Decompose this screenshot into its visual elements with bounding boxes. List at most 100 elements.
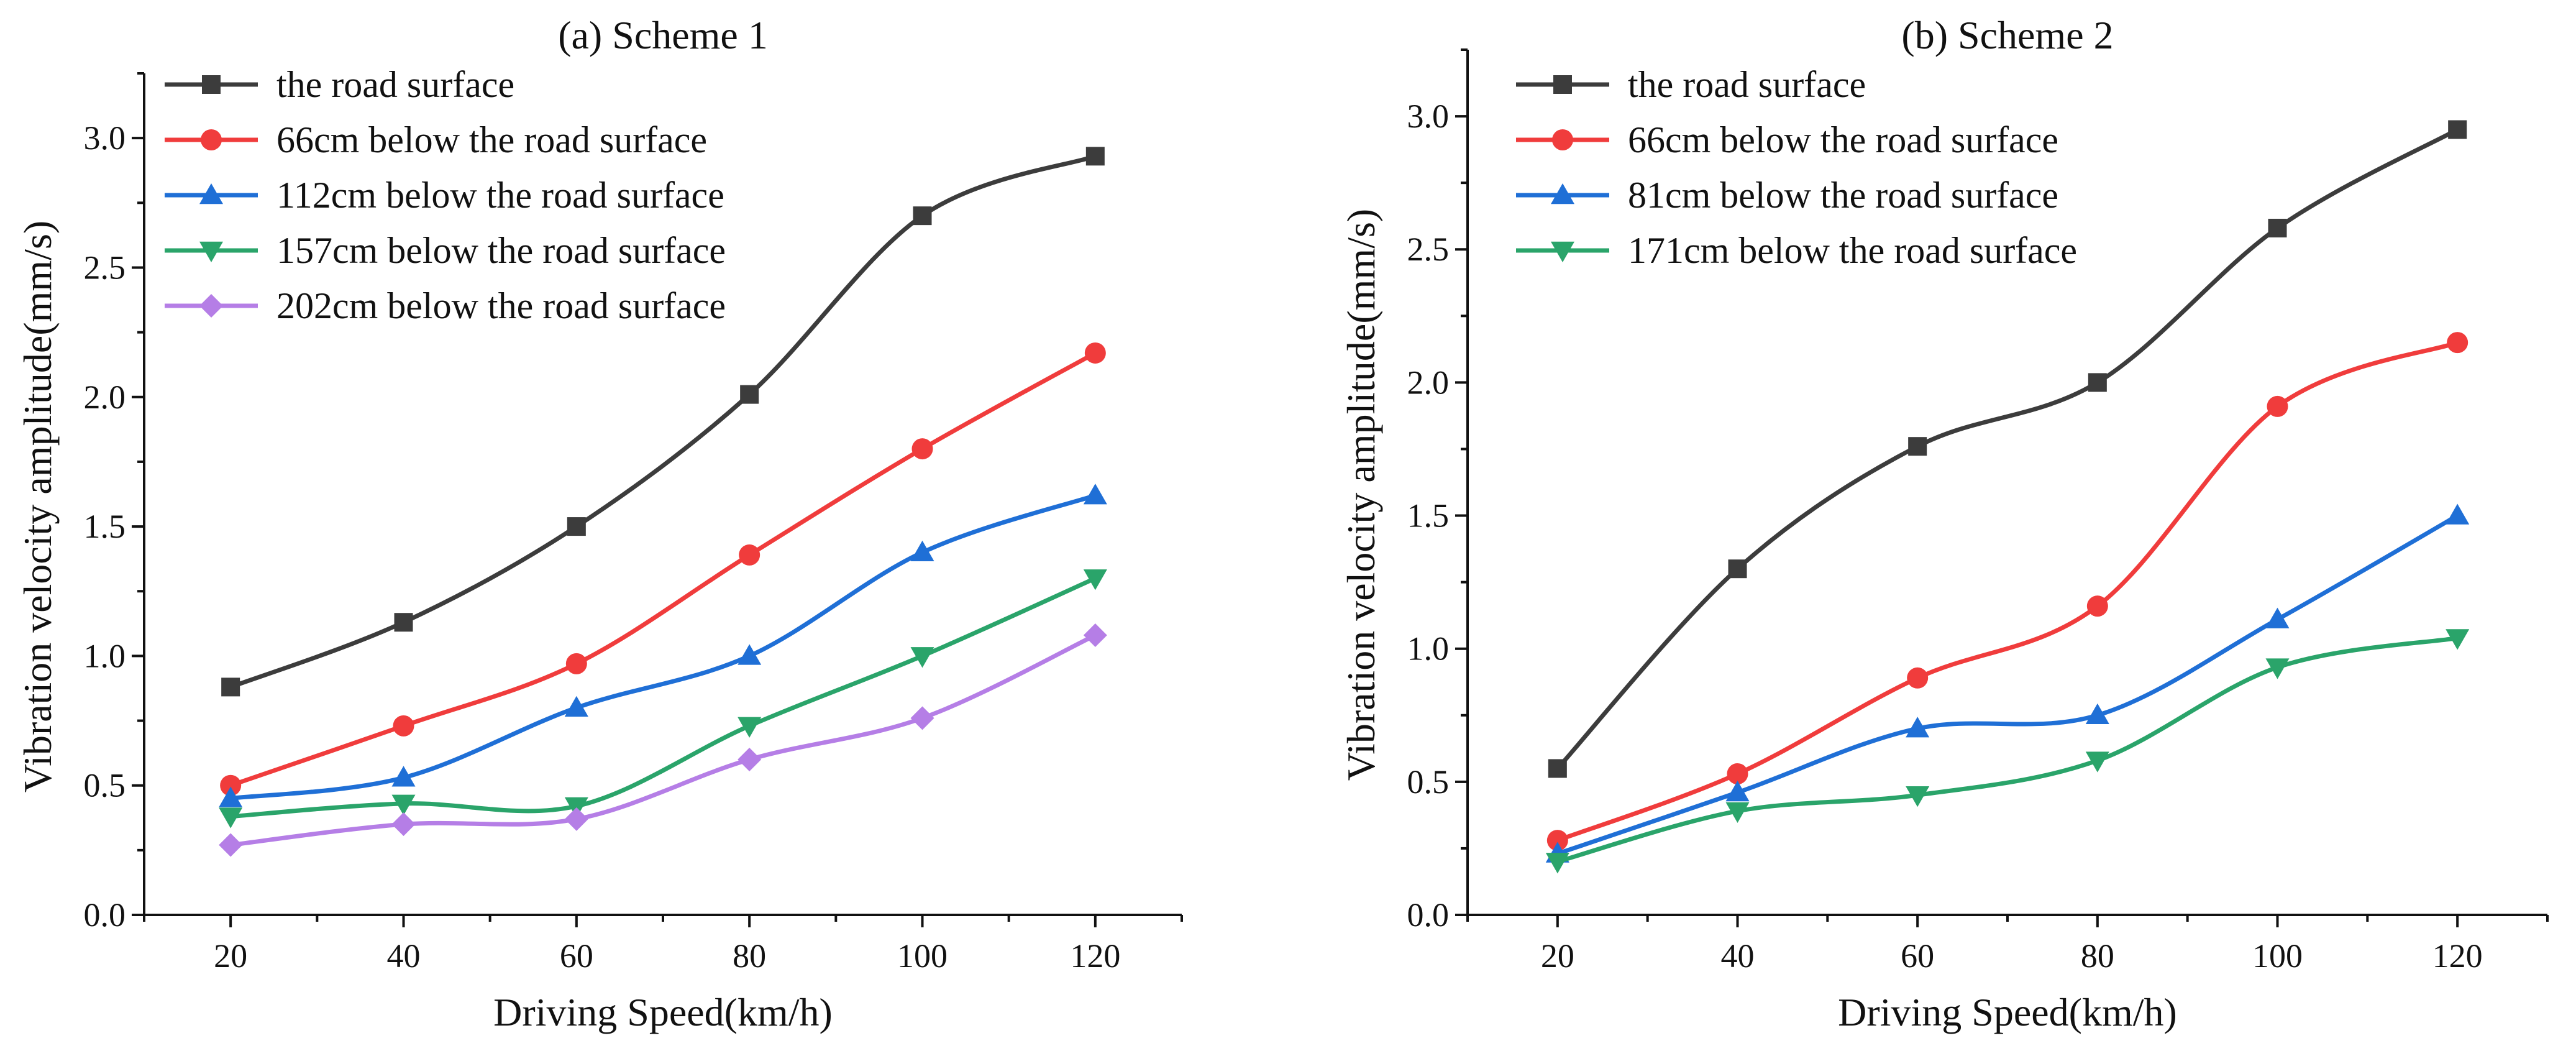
series-1 xyxy=(221,147,1105,697)
legend-marker xyxy=(1551,183,1574,204)
legend-label: 202cm below the road surface xyxy=(276,285,726,326)
data-point xyxy=(219,786,243,807)
x-tick-label: 120 xyxy=(2432,937,2483,975)
legend: the road surface 66cm below the road surf… xyxy=(1516,64,2077,271)
data-point xyxy=(2265,607,2290,628)
y-tick-label: 0.0 xyxy=(84,896,126,934)
legend-marker xyxy=(199,241,223,262)
data-point xyxy=(394,613,413,632)
data-point xyxy=(2085,703,2109,725)
x-tick-label: 40 xyxy=(387,937,421,975)
data-point xyxy=(564,696,588,717)
data-point xyxy=(2446,503,2470,525)
y-tick-label: 2.0 xyxy=(84,379,126,416)
data-point xyxy=(565,653,587,674)
panel-scheme-2: 0.0 0.5 1.0 1.5 2.0 2.5 3.0 20 40 60 80 100 120 Drivi… xyxy=(1339,13,2549,1034)
data-point xyxy=(1083,569,1107,590)
data-point xyxy=(2268,218,2287,237)
series-3 xyxy=(219,484,1107,807)
series-line xyxy=(1555,340,2460,843)
x-tick-label: 120 xyxy=(1070,937,1120,975)
data-point xyxy=(910,647,934,668)
data-point xyxy=(1906,786,1930,807)
data-point xyxy=(2085,751,2109,773)
series-line xyxy=(228,154,1098,689)
data-point xyxy=(910,706,934,730)
data-point xyxy=(564,807,588,831)
data-point xyxy=(738,748,762,772)
data-point xyxy=(739,544,760,566)
data-point xyxy=(911,438,933,460)
legend-marker xyxy=(1552,129,1573,150)
y-tick-label: 0.0 xyxy=(1407,896,1450,934)
data-point xyxy=(391,812,416,837)
y-tick-label: 0.5 xyxy=(1407,763,1450,801)
series-line xyxy=(228,493,1098,801)
legend-marker xyxy=(1551,241,1574,262)
y-tick-label: 2.5 xyxy=(84,249,126,286)
x-tick-label: 60 xyxy=(560,937,593,975)
legend-item: 171cm below the road surface xyxy=(1516,230,2077,271)
data-point xyxy=(910,540,934,561)
series-2 xyxy=(1546,332,2469,852)
data-point xyxy=(1728,559,1747,579)
legend-label: 112cm below the road surface xyxy=(276,175,724,216)
y-tick-label: 3.0 xyxy=(1407,98,1450,135)
data-point xyxy=(567,517,586,536)
data-point xyxy=(2265,658,2290,679)
data-point xyxy=(1725,802,1750,823)
y-tick-label: 3.0 xyxy=(84,119,126,157)
y-tick-label: 0.5 xyxy=(84,767,126,804)
data-point xyxy=(738,717,762,738)
series-line xyxy=(1555,127,2460,771)
legend-marker xyxy=(199,294,223,318)
legend-marker xyxy=(199,183,223,204)
data-point xyxy=(740,385,759,404)
x-tick-label: 80 xyxy=(2081,937,2114,975)
chart-title: (b) Scheme 2 xyxy=(1901,13,2113,57)
data-point xyxy=(2088,373,2107,392)
x-tick-label: 100 xyxy=(897,937,948,975)
data-point xyxy=(1906,717,1930,738)
data-point xyxy=(2448,120,2467,139)
y-axis-label: Vibration velocity amplitude(mm/s) xyxy=(16,221,60,792)
y-tick-label: 1.0 xyxy=(84,637,126,674)
legend-label: 171cm below the road surface xyxy=(1628,230,2077,271)
y-tick-label: 2.5 xyxy=(1407,231,1450,268)
series-1 xyxy=(1548,120,2467,778)
legend: the road surface 66cm below the road surf… xyxy=(165,64,726,326)
data-point xyxy=(1727,763,1748,784)
x-axis-label: Driving Speed(km/h) xyxy=(493,990,833,1034)
y-axis-label: Vibration velocity amplitude(mm/s) xyxy=(1339,209,1383,781)
data-point xyxy=(1908,437,1927,456)
series-3 xyxy=(1545,503,2470,863)
data-point xyxy=(219,807,243,829)
series-line xyxy=(228,576,1098,819)
series-4 xyxy=(1545,629,2470,874)
x-tick-label: 60 xyxy=(1901,937,1934,975)
legend-item: 66cm below the road surface xyxy=(1516,119,2058,160)
legend-label: 66cm below the road surface xyxy=(1628,119,2058,160)
legend-item: 66cm below the road surface xyxy=(165,119,707,160)
data-point xyxy=(1083,623,1107,648)
data-point xyxy=(1083,484,1107,505)
data-point xyxy=(2446,629,2470,650)
data-point xyxy=(2267,395,2288,417)
data-point xyxy=(220,774,242,796)
legend-item: 81cm below the road surface xyxy=(1516,175,2058,216)
legend-marker xyxy=(1553,75,1572,94)
data-point xyxy=(391,766,416,787)
data-point xyxy=(1548,759,1567,778)
y-tick-label: 1.0 xyxy=(1407,630,1450,668)
data-point xyxy=(219,833,243,857)
data-point xyxy=(1907,667,1929,689)
x-tick-label: 20 xyxy=(1541,937,1574,975)
y-tick-label: 2.0 xyxy=(1407,364,1450,401)
data-point xyxy=(738,644,762,665)
data-point xyxy=(221,677,240,697)
series-line xyxy=(1555,513,2460,856)
legend-label: 66cm below the road surface xyxy=(276,119,707,160)
series-2 xyxy=(220,342,1106,796)
